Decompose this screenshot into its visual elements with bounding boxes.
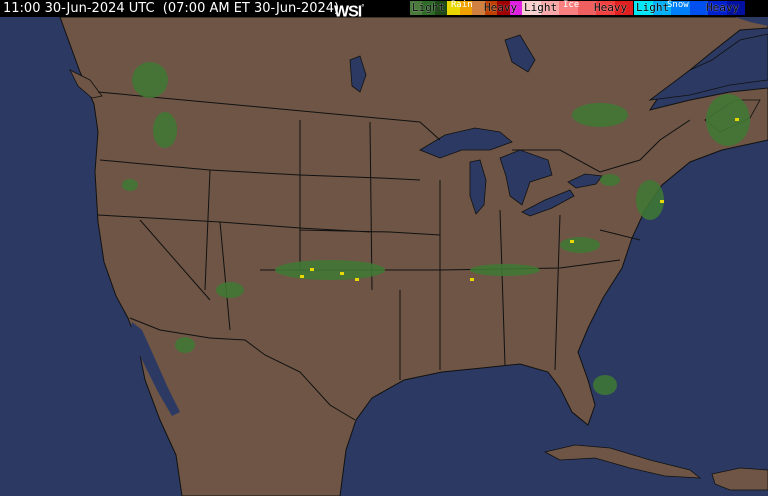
- radar-heavy-cell: [355, 278, 359, 281]
- snow-legend-swatch: [634, 1, 653, 15]
- radar-echo: [572, 103, 628, 127]
- rain-legend: [410, 1, 522, 15]
- logo-text: WSI: [334, 3, 362, 21]
- radar-echo: [216, 282, 244, 298]
- rain-legend-swatch: [459, 1, 473, 15]
- timestamp: 11:00 30-Jun-2024 UTC (07:00 AM ET 30-Ju…: [3, 1, 340, 16]
- radar-echo: [122, 179, 138, 191]
- rain-legend-swatch: [497, 1, 510, 15]
- great-lakes: [349, 33, 768, 217]
- ice-legend-swatch: [522, 1, 541, 15]
- lake-ontario: [567, 173, 603, 189]
- snow-legend: [634, 1, 745, 15]
- gulf-st-lawrence: [648, 33, 768, 101]
- rain-title: Rain: [451, 0, 473, 10]
- snow-legend-swatch: [708, 1, 727, 15]
- radar-heavy-cell: [570, 240, 574, 243]
- snow-legend-swatch: [689, 1, 708, 15]
- rain-legend-swatch: [422, 1, 435, 15]
- radar-echo: [275, 260, 385, 280]
- radar-echo: [153, 112, 177, 148]
- ice-title: Ice: [563, 0, 580, 10]
- radar-echo: [132, 62, 168, 98]
- ice-legend-swatch: [577, 1, 596, 15]
- wsi-logo: WSI°: [334, 0, 365, 21]
- rain-legend-swatch: [434, 1, 448, 15]
- rain-legend-swatch: [472, 1, 485, 15]
- ice-legend-swatch: [540, 1, 559, 15]
- hispaniola: [711, 467, 768, 491]
- lake-michigan: [469, 159, 487, 215]
- ice-legend-swatch: [559, 1, 578, 15]
- us-canada-border: [97, 91, 691, 173]
- snow-title: Snow: [667, 0, 689, 10]
- radar-echo: [593, 375, 617, 395]
- snow-light-label: Light: [636, 1, 670, 14]
- lake-superior: [419, 127, 513, 159]
- ice-legend-swatch: [596, 1, 615, 15]
- radar-heavy-cell: [310, 268, 314, 271]
- radar-echo: [636, 180, 664, 220]
- cuba: [543, 444, 702, 479]
- lake-winnipeg: [349, 55, 367, 93]
- lake-nipigon: [504, 34, 536, 73]
- ice-heavy-label: Heavy: [594, 1, 628, 14]
- ice-legend: [522, 1, 633, 15]
- ice-light-label: Light: [524, 1, 558, 14]
- radar-heavy-cell: [340, 272, 344, 275]
- radar-echo: [706, 94, 750, 146]
- radar-echo: [600, 174, 620, 186]
- radar-heavy-cell: [300, 275, 304, 278]
- radar-echo: [175, 337, 195, 353]
- header-bar: 11:00 30-Jun-2024 UTC (07:00 AM ET 30-Ju…: [0, 0, 768, 21]
- gulf-of-california: [130, 322, 180, 416]
- radar-map: [0, 17, 768, 496]
- rain-legend-swatch: [447, 1, 460, 15]
- radar-heavy-cell: [660, 200, 664, 203]
- rain-legend-swatch: [484, 1, 498, 15]
- lake-erie: [521, 189, 575, 217]
- us-mexico-border: [129, 317, 356, 421]
- rain-heavy-label: Heavy: [484, 1, 518, 14]
- rain-legend-swatch: [410, 1, 423, 15]
- north-america-land: [59, 17, 768, 496]
- rain-light-label: Light: [412, 1, 446, 14]
- radar-heavy-cell: [735, 118, 739, 121]
- radar-heavy-cell: [470, 278, 474, 281]
- rain-legend-swatch: [509, 1, 522, 15]
- snow-legend-swatch: [652, 1, 671, 15]
- lake-huron: [499, 149, 553, 206]
- snow-heavy-label: Heavy: [706, 1, 740, 14]
- vancouver-island: [69, 69, 103, 99]
- ice-legend-swatch: [614, 1, 633, 15]
- hudson-area-water: [735, 17, 768, 26]
- borders: [97, 91, 691, 421]
- snow-legend-swatch: [671, 1, 690, 15]
- radar-echo: [470, 264, 540, 276]
- radar-echo: [560, 237, 600, 253]
- logo-mark: °: [361, 3, 364, 12]
- snow-legend-swatch: [726, 1, 745, 15]
- radar-echoes: [122, 62, 750, 395]
